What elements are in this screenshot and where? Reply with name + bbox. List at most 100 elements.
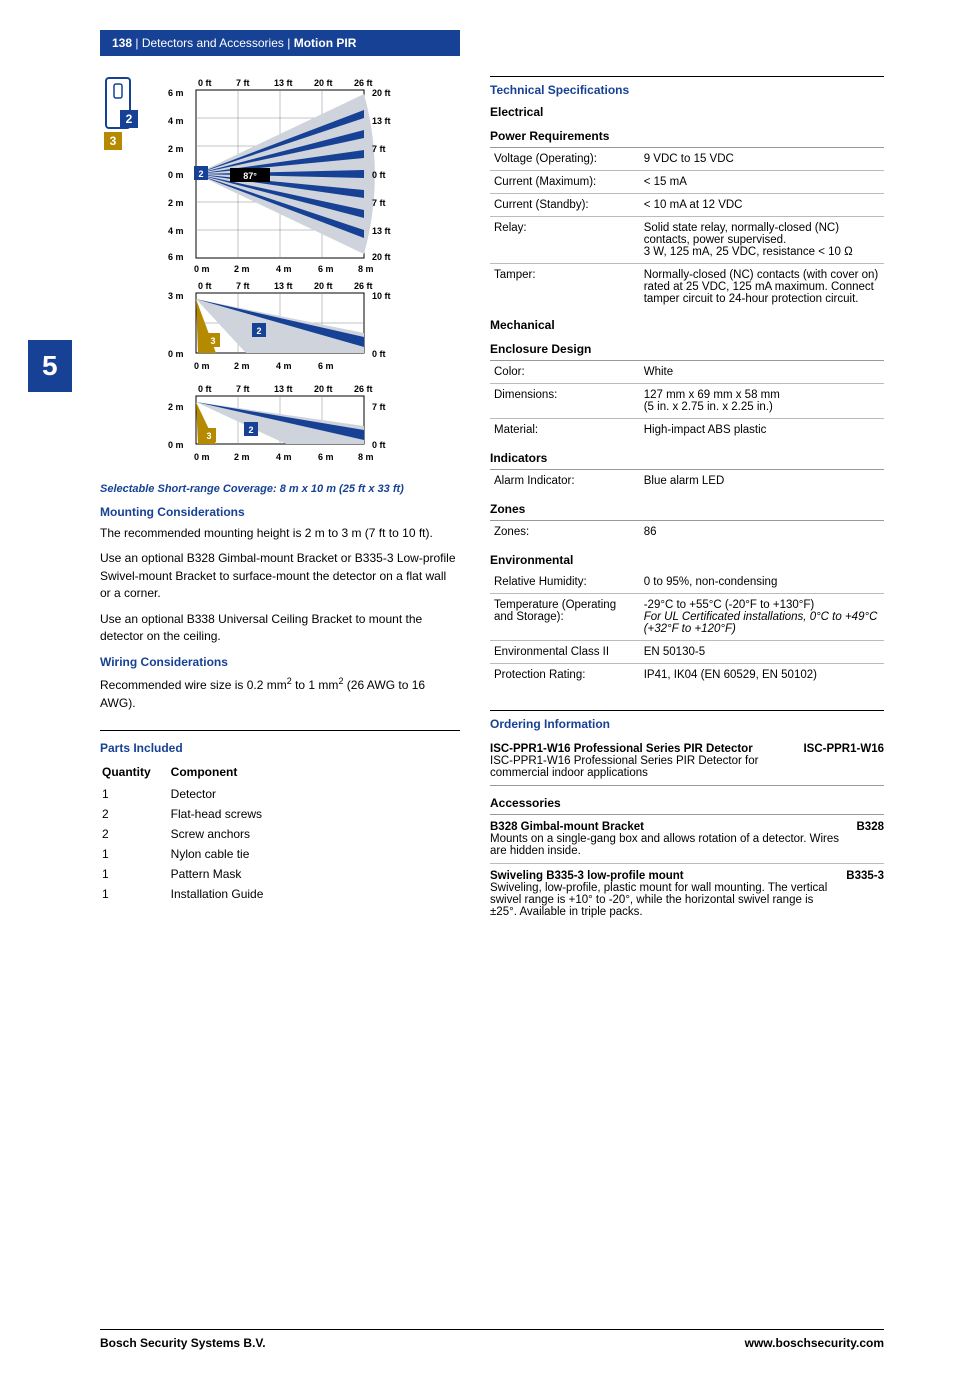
page-header: 138 | Detectors and Accessories | Motion…: [100, 30, 460, 56]
table-row: Current (Standby):< 10 mA at 12 VDC: [490, 194, 884, 217]
svg-text:2 m: 2 m: [234, 361, 250, 371]
svg-text:13 ft: 13 ft: [274, 384, 293, 394]
table-row: Dimensions:127 mm x 69 mm x 58 mm (5 in.…: [490, 384, 884, 419]
svg-text:7 ft: 7 ft: [372, 402, 386, 412]
wiring-para: Recommended wire size is 0.2 mm2 to 1 mm…: [100, 675, 460, 712]
right-column: Technical Specifications Electrical Powe…: [490, 76, 884, 924]
svg-text:20 ft: 20 ft: [314, 281, 333, 291]
svg-text:4 m: 4 m: [276, 264, 292, 274]
left-column: 2 3: [100, 76, 460, 924]
zones-title: Zones: [490, 498, 884, 521]
svg-text:13 ft: 13 ft: [274, 281, 293, 291]
tech-spec-title: Technical Specifications: [490, 76, 884, 97]
breadcrumb-sep: |: [284, 36, 294, 50]
mounting-para-3: Use an optional B338 Universal Ceiling B…: [100, 611, 460, 646]
svg-text:6 m: 6 m: [318, 264, 334, 274]
svg-text:0 m: 0 m: [168, 349, 184, 359]
svg-text:0 m: 0 m: [194, 452, 210, 462]
svg-text:3: 3: [110, 134, 117, 148]
svg-text:13 ft: 13 ft: [274, 78, 293, 88]
breadcrumb-current: Motion PIR: [294, 36, 357, 50]
svg-text:7 ft: 7 ft: [236, 384, 250, 394]
svg-text:4 m: 4 m: [276, 452, 292, 462]
mounting-para-2: Use an optional B328 Gimbal-mount Bracke…: [100, 550, 460, 602]
charts-stack: 87° 2 0 ft 7 ft 13 ft 20 ft 26 ft 6 m 4 …: [158, 76, 460, 475]
env-temp-note: For UL Certificated installations, 0°C t…: [644, 611, 878, 635]
parts-header-qty: Quantity: [102, 763, 169, 783]
accessory-item: Swiveling B335-3 low-profile mount Swive…: [490, 864, 884, 924]
accessory-item: B328 Gimbal-mount Bracket Mounts on a si…: [490, 815, 884, 864]
svg-text:0 m: 0 m: [194, 264, 210, 274]
svg-text:26 ft: 26 ft: [354, 384, 373, 394]
parts-row: 1Nylon cable tie: [102, 845, 281, 863]
table-row: Current (Maximum):< 15 mA: [490, 171, 884, 194]
ordering-main-desc: ISC-PPR1-W16 Professional Series PIR Det…: [490, 743, 793, 779]
parts-table: Quantity Component 1Detector 2Flat-head …: [100, 761, 283, 905]
table-row: Material:High-impact ABS plastic: [490, 419, 884, 442]
env-table: Relative Humidity:0 to 95%, non-condensi…: [490, 571, 884, 686]
wiring-title: Wiring Considerations: [100, 655, 460, 669]
svg-text:2: 2: [126, 112, 133, 126]
svg-text:3 m: 3 m: [168, 291, 184, 301]
svg-text:0 ft: 0 ft: [372, 440, 386, 450]
svg-text:2: 2: [248, 425, 253, 435]
svg-text:2 m: 2 m: [168, 144, 184, 154]
svg-text:6 m: 6 m: [168, 252, 184, 262]
mounting-para-1: The recommended mounting height is 2 m t…: [100, 525, 460, 542]
electrical-title: Electrical: [490, 105, 884, 119]
svg-text:2 m: 2 m: [234, 452, 250, 462]
chapter-tab: 5: [28, 340, 72, 392]
svg-text:20 ft: 20 ft: [372, 88, 391, 98]
divider: [100, 730, 460, 731]
svg-text:13 ft: 13 ft: [372, 116, 391, 126]
table-row: Color:White: [490, 361, 884, 384]
table-row: Relay:Solid state relay, normally-closed…: [490, 217, 884, 264]
table-row: Protection Rating:IP41, IK04 (EN 60529, …: [490, 664, 884, 687]
svg-text:6 m: 6 m: [318, 452, 334, 462]
parts-title: Parts Included: [100, 741, 460, 755]
svg-text:0 m: 0 m: [168, 440, 184, 450]
mechanical-title: Mechanical: [490, 318, 884, 332]
diagram-caption: Selectable Short-range Coverage: 8 m x 1…: [100, 483, 460, 495]
table-row: Relative Humidity:0 to 95%, non-condensi…: [490, 571, 884, 594]
accessories-title: Accessories: [490, 792, 884, 815]
coverage-chart-side2: 2 3 0 ft 7 ft 13 ft 20 ft 26 ft 2 m 0 m …: [158, 382, 428, 472]
svg-text:26 ft: 26 ft: [354, 281, 373, 291]
svg-text:7 ft: 7 ft: [372, 144, 386, 154]
svg-text:7 ft: 7 ft: [372, 198, 386, 208]
accessory-desc: Mounts on a single-gang box and allows r…: [490, 833, 847, 857]
indicators-table: Alarm Indicator:Blue alarm LED: [490, 470, 884, 492]
table-row: Voltage (Operating):9 VDC to 15 VDC: [490, 148, 884, 171]
parts-row: 1Pattern Mask: [102, 865, 281, 883]
table-row: Tamper:Normally-closed (NC) contacts (wi…: [490, 264, 884, 311]
wiring-text-a: Recommended wire size is 0.2 mm: [100, 678, 287, 692]
page-footer: Bosch Security Systems B.V. www.boschsec…: [100, 1329, 884, 1350]
svg-text:8 m: 8 m: [358, 452, 374, 462]
power-table: Voltage (Operating):9 VDC to 15 VDC Curr…: [490, 148, 884, 310]
ordering-main-item: ISC-PPR1-W16 Professional Series PIR Det…: [490, 737, 884, 786]
svg-text:8 m: 8 m: [358, 264, 374, 274]
power-req-title: Power Requirements: [490, 125, 884, 148]
svg-text:0 m: 0 m: [194, 361, 210, 371]
ordering-main-name: ISC-PPR1-W16 Professional Series PIR Det…: [490, 743, 793, 755]
svg-text:0 ft: 0 ft: [198, 384, 212, 394]
svg-text:87°: 87°: [243, 171, 257, 181]
svg-text:2: 2: [198, 169, 203, 179]
svg-text:10 ft: 10 ft: [372, 291, 391, 301]
svg-text:20 ft: 20 ft: [314, 78, 333, 88]
svg-text:26 ft: 26 ft: [354, 78, 373, 88]
accessory-name: Swiveling B335-3 low-profile mount: [490, 870, 836, 882]
parts-row: 1Detector: [102, 785, 281, 803]
svg-text:6 m: 6 m: [168, 88, 184, 98]
env-temp-main: -29°C to +55°C (-20°F to +130°F): [644, 599, 815, 611]
parts-row: 2Screw anchors: [102, 825, 281, 843]
header-sep: |: [132, 36, 142, 50]
svg-text:0 ft: 0 ft: [198, 78, 212, 88]
coverage-diagrams: 2 3: [100, 76, 460, 475]
enclosure-table: Color:White Dimensions:127 mm x 69 mm x …: [490, 361, 884, 441]
svg-text:7 ft: 7 ft: [236, 281, 250, 291]
parts-row: 2Flat-head screws: [102, 805, 281, 823]
table-row: Alarm Indicator:Blue alarm LED: [490, 470, 884, 492]
svg-text:3: 3: [210, 336, 215, 346]
parts-row: 1Installation Guide: [102, 885, 281, 903]
